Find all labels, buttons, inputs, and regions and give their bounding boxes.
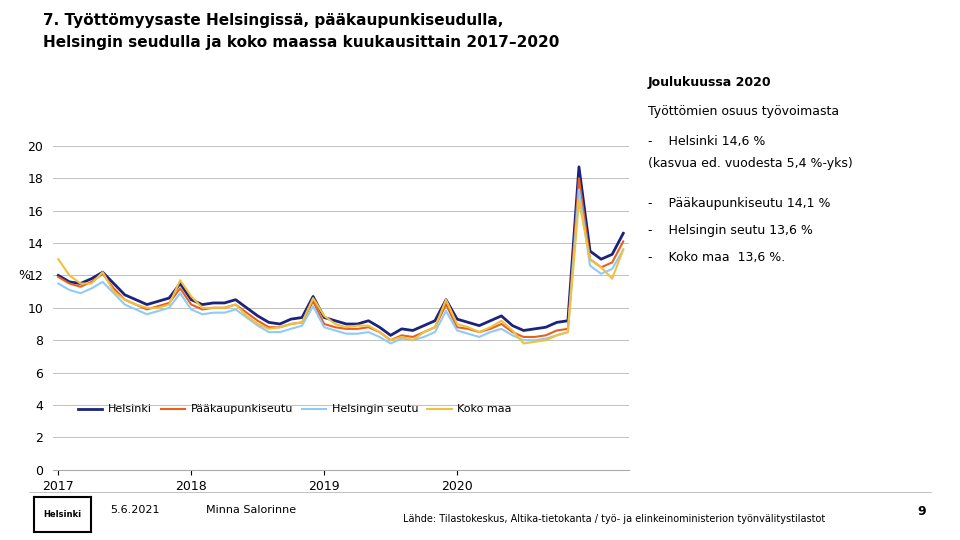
- Text: -    Pääkaupunkiseutu 14,1 %: - Pääkaupunkiseutu 14,1 %: [648, 197, 830, 211]
- Koko maa: [97, 269, 108, 275]
- Koko maa: [319, 313, 330, 319]
- Legend: Helsinki, Pääkaupunkiseutu, Helsingin seutu, Koko maa: Helsinki, Pääkaupunkiseutu, Helsingin se…: [73, 400, 516, 419]
- Koko maa: [573, 198, 585, 204]
- Pääkaupunkiseutu: [252, 318, 263, 324]
- Helsingin seutu: [53, 280, 64, 287]
- Pääkaupunkiseutu: [53, 274, 64, 280]
- Text: Helsinki: Helsinki: [43, 510, 82, 519]
- Pääkaupunkiseutu: [385, 337, 396, 343]
- Text: -    Helsingin seutu 13,6 %: - Helsingin seutu 13,6 %: [648, 224, 813, 237]
- Text: (kasvua ed. vuodesta 5,4 %-yks): (kasvua ed. vuodesta 5,4 %-yks): [648, 157, 852, 170]
- Helsinki: [407, 327, 419, 334]
- Helsinki: [617, 230, 629, 237]
- Helsinki: [319, 314, 330, 321]
- Helsinki: [385, 332, 396, 339]
- Text: 7. Työttömyysaste Helsingissä, pääkaupunkiseudulla,: 7. Työttömyysaste Helsingissä, pääkaupun…: [43, 14, 504, 29]
- Line: Helsingin seutu: Helsingin seutu: [59, 190, 623, 343]
- Text: Työttömien osuus työvoimasta: Työttömien osuus työvoimasta: [648, 105, 839, 118]
- Koko maa: [517, 340, 529, 347]
- Pääkaupunkiseutu: [429, 324, 441, 330]
- Text: -    Koko maa  13,6 %.: - Koko maa 13,6 %.: [648, 251, 785, 264]
- Koko maa: [396, 334, 407, 340]
- Koko maa: [252, 321, 263, 327]
- Helsinki: [252, 313, 263, 319]
- Koko maa: [617, 246, 629, 253]
- Helsingin seutu: [617, 246, 629, 253]
- Helsingin seutu: [407, 337, 419, 343]
- Text: 5.6.2021: 5.6.2021: [110, 505, 160, 515]
- Koko maa: [419, 329, 430, 335]
- Text: Joulukuussa 2020: Joulukuussa 2020: [648, 76, 772, 89]
- Text: %: %: [18, 269, 31, 282]
- Helsingin seutu: [252, 322, 263, 329]
- Line: Koko maa: Koko maa: [59, 201, 623, 343]
- Pääkaupunkiseutu: [407, 334, 419, 340]
- Pääkaupunkiseutu: [97, 271, 108, 277]
- Helsinki: [351, 321, 363, 327]
- Helsinki: [429, 318, 441, 324]
- Line: Helsinki: Helsinki: [59, 167, 623, 335]
- Text: Minna Salorinne: Minna Salorinne: [206, 505, 297, 515]
- Helsingin seutu: [385, 340, 396, 347]
- Koko maa: [53, 256, 64, 262]
- Pääkaupunkiseutu: [573, 175, 585, 181]
- Helsingin seutu: [97, 279, 108, 285]
- Pääkaupunkiseutu: [617, 238, 629, 245]
- Koko maa: [351, 322, 363, 329]
- Helsingin seutu: [351, 330, 363, 337]
- Text: 9: 9: [918, 505, 926, 518]
- Text: Lähde: Tilastokeskus, Altika-tietokanta / työ- ja elinkeinoministerion työnvälit: Lähde: Tilastokeskus, Altika-tietokanta …: [403, 514, 826, 524]
- Helsingin seutu: [319, 324, 330, 330]
- Helsingin seutu: [573, 186, 585, 193]
- Text: Helsingin seudulla ja koko maassa kuukausittain 2017–2020: Helsingin seudulla ja koko maassa kuukau…: [43, 35, 560, 50]
- Text: -    Helsinki 14,6 %: - Helsinki 14,6 %: [648, 135, 765, 148]
- Line: Pääkaupunkiseutu: Pääkaupunkiseutu: [59, 178, 623, 340]
- Helsinki: [53, 272, 64, 279]
- Pääkaupunkiseutu: [351, 326, 363, 332]
- Helsinki: [573, 164, 585, 170]
- Pääkaupunkiseutu: [319, 321, 330, 327]
- Helsinki: [97, 269, 108, 275]
- Helsingin seutu: [429, 329, 441, 335]
